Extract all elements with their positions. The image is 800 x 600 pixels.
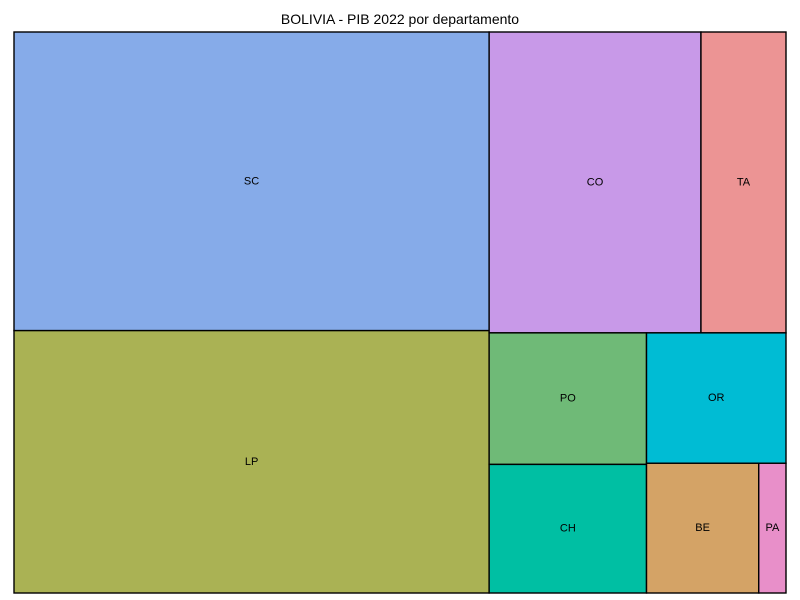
tile-label-or: OR xyxy=(708,392,725,404)
chart-title: BOLIVIA - PIB 2022 por departamento xyxy=(280,11,520,27)
tile-label-ta: TA xyxy=(737,176,751,188)
tile-lp xyxy=(13,329,490,594)
tile-ch xyxy=(488,463,648,594)
tile-label-pa: PA xyxy=(765,522,780,534)
tile-be xyxy=(645,462,760,594)
tile-pa xyxy=(758,462,787,594)
tile-or xyxy=(645,332,787,464)
tile-label-ch: CH xyxy=(560,523,576,535)
tile-label-po: PO xyxy=(560,393,576,405)
tile-label-be: BE xyxy=(695,522,710,534)
tile-label-co: CO xyxy=(587,176,604,188)
tile-po xyxy=(488,332,648,466)
tile-label-sc: SC xyxy=(244,175,259,187)
tile-label-lp: LP xyxy=(245,456,258,468)
tile-ta xyxy=(700,31,787,334)
